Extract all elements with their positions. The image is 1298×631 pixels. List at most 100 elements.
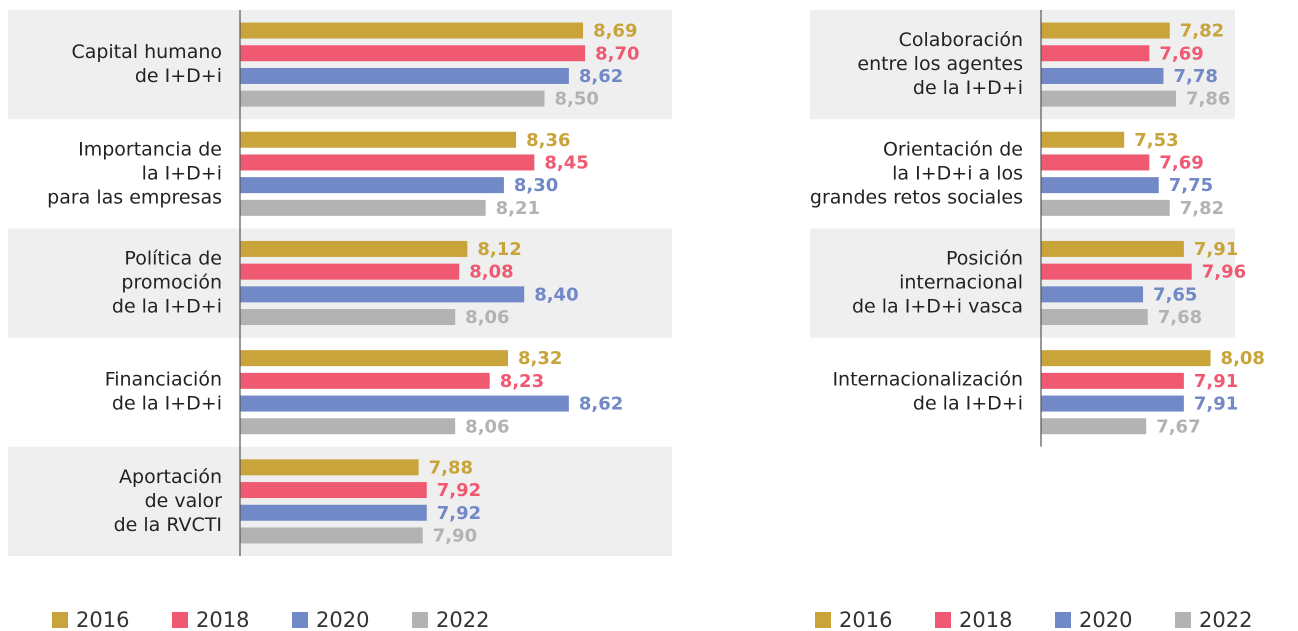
bar: [240, 67, 569, 84]
category-label: de la I+D+i: [913, 77, 1023, 99]
category-label: de la I+D+i: [112, 393, 222, 415]
category-label: Importancia de: [78, 138, 222, 160]
value-label: 8,50: [555, 89, 599, 110]
value-label: 7,53: [1134, 130, 1178, 151]
legend-label: 2020: [1079, 608, 1132, 631]
category-label: Internacionalización: [832, 369, 1023, 391]
bar: [1041, 131, 1125, 148]
legend-label: 2016: [839, 608, 892, 631]
legend-swatch: [815, 612, 831, 628]
value-label: 8,45: [544, 152, 588, 173]
bar: [240, 309, 456, 326]
bar: [240, 350, 508, 367]
bar: [1041, 263, 1192, 280]
legend-label: 2022: [436, 608, 489, 631]
category-label: la I+D+i: [142, 162, 222, 184]
value-label: 8,23: [500, 371, 544, 392]
value-label: 8,70: [595, 43, 639, 64]
bar: [1041, 45, 1150, 62]
value-label: 8,32: [518, 348, 562, 369]
bar: [240, 45, 586, 62]
value-label: 7,82: [1180, 21, 1224, 42]
value-label: 8,08: [1221, 348, 1265, 369]
bar: [240, 154, 535, 171]
category-label: Aportación: [119, 466, 222, 488]
bar: [240, 90, 545, 107]
bar: [1041, 154, 1150, 171]
bar: [240, 527, 423, 544]
bar: [240, 263, 460, 280]
legend-swatch: [935, 612, 951, 628]
category-label: Política de: [124, 248, 222, 270]
value-label: 8,69: [593, 21, 637, 42]
legend-swatch: [1055, 612, 1071, 628]
bar: [1041, 22, 1170, 39]
bar: [240, 372, 490, 389]
bar: [240, 459, 419, 476]
legend-swatch: [52, 612, 68, 628]
legend-label: 2020: [316, 608, 369, 631]
value-label: 8,06: [465, 416, 509, 437]
legend-label: 2018: [959, 608, 1012, 631]
value-label: 7,91: [1194, 394, 1238, 415]
value-label: 7,90: [433, 525, 477, 546]
value-label: 8,21: [496, 198, 540, 219]
bar: [1041, 350, 1211, 367]
legend-label: 2022: [1199, 608, 1252, 631]
category-label: internacional: [899, 272, 1023, 294]
legend-label: 2018: [196, 608, 249, 631]
value-label: 8,30: [514, 175, 558, 196]
value-label: 8,08: [469, 262, 513, 283]
category-label: entre los agentes: [857, 53, 1023, 75]
category-label: de la RVCTI: [114, 514, 222, 536]
legend-swatch: [292, 612, 308, 628]
legend-swatch: [172, 612, 188, 628]
bar: [1041, 309, 1148, 326]
bar: [1041, 286, 1144, 303]
legend-swatch: [1175, 612, 1191, 628]
value-label: 7,67: [1156, 416, 1200, 437]
category-label: para las empresas: [47, 186, 222, 208]
category-label: de valor: [145, 490, 223, 512]
bar: [240, 482, 427, 499]
bar: [240, 240, 468, 257]
category-label: de I+D+i: [135, 65, 222, 87]
value-label: 8,62: [579, 394, 623, 415]
value-label: 7,78: [1173, 66, 1217, 87]
value-label: 8,62: [579, 66, 623, 87]
bar: [1041, 177, 1159, 194]
value-label: 8,06: [465, 307, 509, 328]
value-label: 7,91: [1194, 371, 1238, 392]
value-label: 7,86: [1186, 89, 1230, 110]
value-label: 7,82: [1180, 198, 1224, 219]
value-label: 7,69: [1159, 152, 1203, 173]
bar: [1041, 90, 1177, 107]
value-label: 7,96: [1202, 262, 1246, 283]
bar: [240, 199, 486, 216]
value-label: 7,68: [1158, 307, 1202, 328]
category-label: promoción: [121, 272, 222, 294]
value-label: 8,12: [477, 239, 521, 260]
legend-label: 2016: [76, 608, 129, 631]
bar: [1041, 418, 1147, 435]
legend-swatch: [412, 612, 428, 628]
bar: [240, 504, 427, 521]
category-label: de la I+D+i vasca: [852, 296, 1023, 318]
bar: [240, 177, 504, 194]
value-label: 8,36: [526, 130, 570, 151]
value-label: 7,92: [437, 503, 481, 524]
category-label: la I+D+i a los: [892, 162, 1023, 184]
bar: [240, 22, 584, 39]
bar: [240, 395, 569, 412]
category-label: Posición: [946, 248, 1023, 270]
value-label: 7,92: [437, 480, 481, 501]
category-label: Financiación: [105, 369, 222, 391]
category-label: grandes retos sociales: [810, 186, 1023, 208]
value-label: 7,69: [1159, 43, 1203, 64]
value-label: 7,65: [1153, 284, 1197, 305]
value-label: 7,75: [1169, 175, 1213, 196]
bar: [240, 131, 517, 148]
category-label: de la I+D+i: [913, 393, 1023, 415]
value-label: 7,91: [1194, 239, 1238, 260]
category-label: Capital humano: [71, 41, 222, 63]
